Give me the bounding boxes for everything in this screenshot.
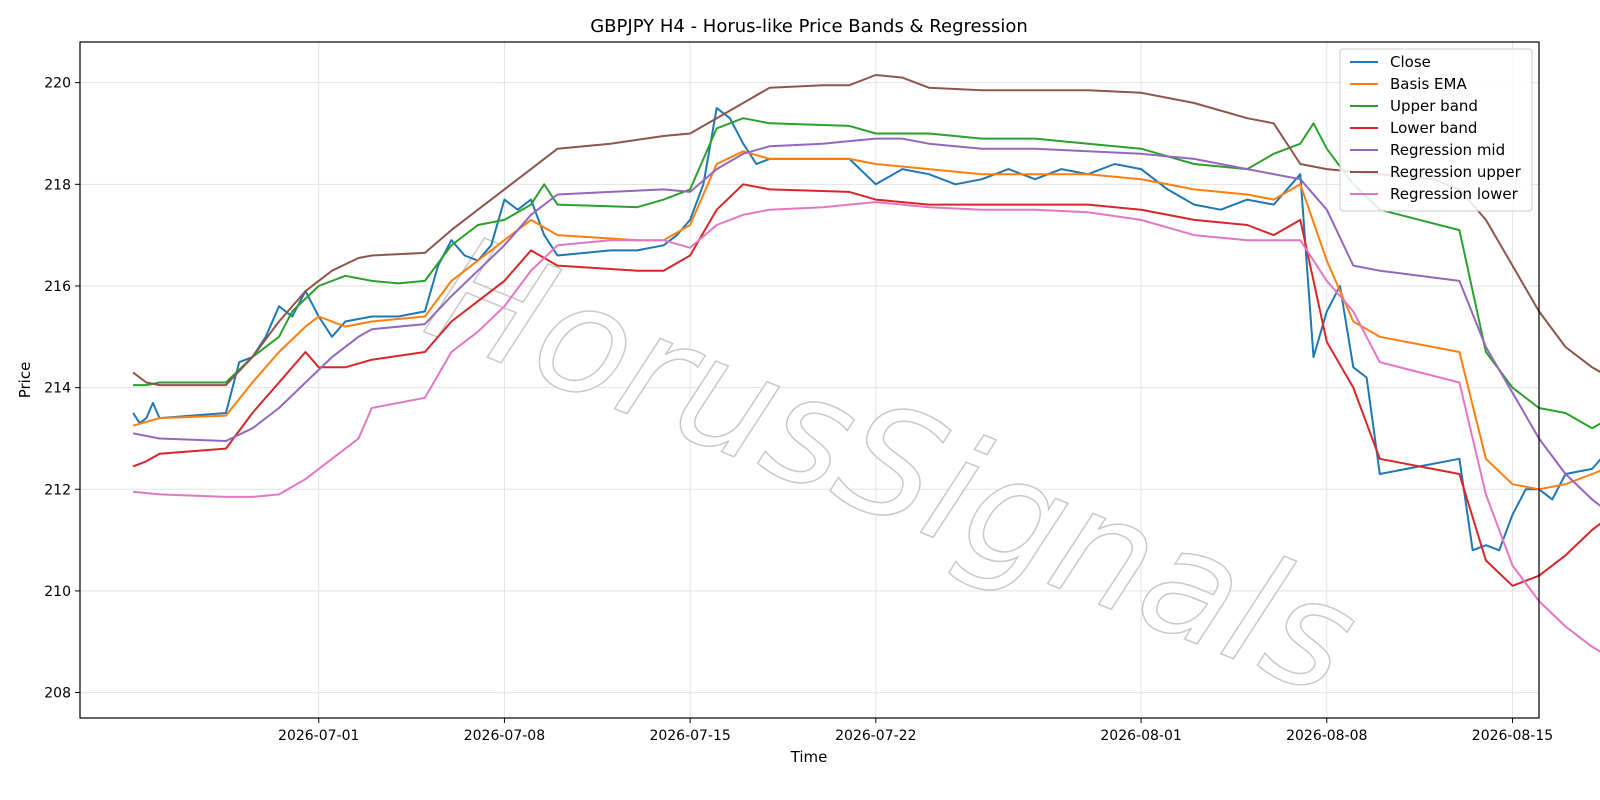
chart-title: GBPJPY H4 - Horus-like Price Bands & Reg… <box>590 16 1028 37</box>
series-line-regression-mid <box>132 137 1600 507</box>
series-line-lower-band <box>132 183 1600 587</box>
grid-lines <box>80 42 1539 718</box>
y-axis: 208 210 212 214 216 218 220 <box>44 76 80 702</box>
series-line-upper-band <box>133 117 1600 430</box>
y-tick-label: 220 <box>44 76 71 92</box>
legend-box <box>1339 48 1533 212</box>
legend: Close Basis EMA Upper band Lower band Regres… <box>1339 48 1533 212</box>
y-axis-title: Price <box>16 362 34 399</box>
legend-label: Regression mid <box>1390 141 1505 159</box>
series-line-regression-lower <box>133 201 1600 653</box>
x-tick-label: 2026-07-22 <box>835 728 916 744</box>
y-tick-label: 216 <box>44 279 71 295</box>
x-tick-label: 2026-08-08 <box>1286 728 1367 744</box>
plot-area-frame <box>79 41 1540 719</box>
series-line-regression-upper <box>132 74 1600 387</box>
legend-label: Lower band <box>1390 119 1477 137</box>
x-axis: 2026-07-01 2026-07-08 2026-07-15 2026-07-22… <box>278 718 1553 744</box>
y-tick-label: 218 <box>44 177 71 193</box>
y-tick-label: 208 <box>44 686 71 702</box>
x-axis-title: Time <box>790 748 828 766</box>
x-tick-label: 2026-07-08 <box>464 728 545 744</box>
legend-label: Upper band <box>1390 97 1478 115</box>
y-tick-label: 214 <box>44 381 71 397</box>
x-tick-label: 2026-07-15 <box>649 728 730 744</box>
legend-label: Regression lower <box>1390 185 1519 203</box>
x-tick-label: 2026-07-01 <box>278 728 359 744</box>
y-tick-label: 212 <box>44 482 71 498</box>
series-line-basis-ema <box>132 150 1600 491</box>
legend-label: Close <box>1390 53 1431 71</box>
x-tick-label: 2026-08-01 <box>1100 728 1181 744</box>
legend-label: Basis EMA <box>1390 75 1467 93</box>
series-lines <box>132 74 1600 653</box>
x-tick-label: 2026-08-15 <box>1472 728 1553 744</box>
legend-label: Regression upper <box>1390 163 1522 181</box>
y-tick-label: 210 <box>44 584 71 600</box>
